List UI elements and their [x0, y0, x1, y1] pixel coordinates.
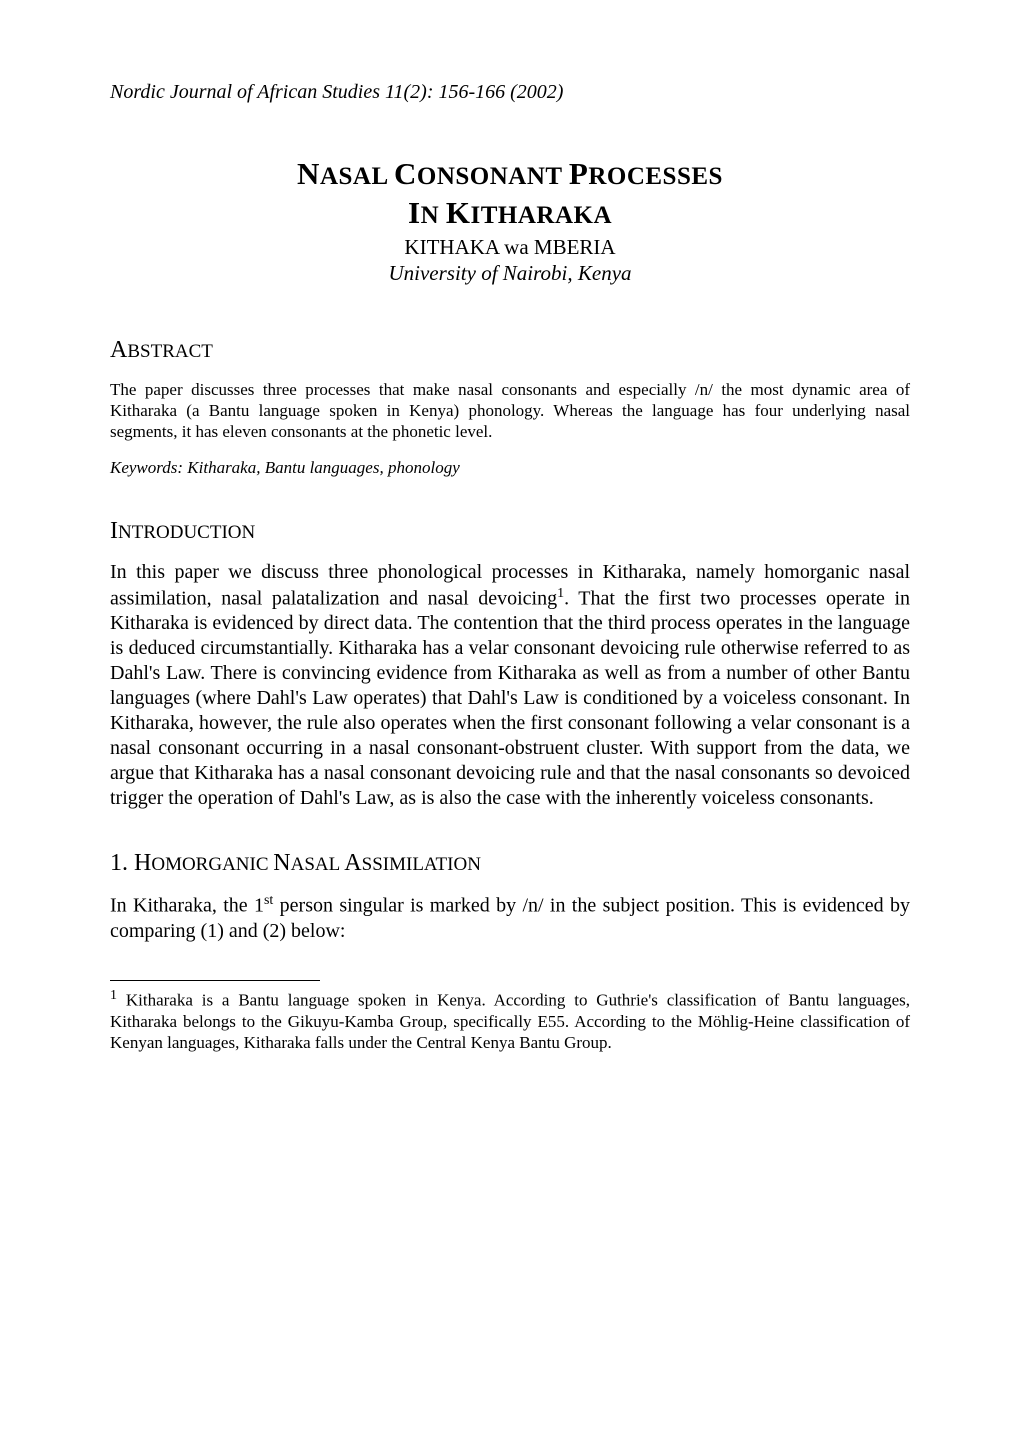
- title-text: ROCESSES: [588, 163, 723, 190]
- abstract-paragraph: The paper discusses three processes that…: [110, 379, 910, 443]
- title-cap: I: [408, 195, 421, 230]
- title-cap: P: [569, 156, 588, 191]
- introduction-heading: INTRODUCTION: [110, 517, 910, 546]
- author-affiliation: University of Nairobi, Kenya: [110, 261, 910, 286]
- section-1-paragraph: In Kitharaka, the 1st person singular is…: [110, 892, 910, 944]
- title-text: ASAL: [320, 163, 394, 190]
- title-text: N: [421, 202, 446, 229]
- footnote-marker: 1: [110, 988, 117, 1003]
- introduction-paragraph: In this paper we discuss three phonologi…: [110, 560, 910, 812]
- title-block: NASAL CONSONANT PROCESSES IN KITHARAKA K…: [110, 154, 910, 286]
- footnote-separator: [110, 980, 320, 981]
- keywords-values: Kitharaka, Bantu languages, phonology: [187, 458, 459, 477]
- heading-text: BSTRACT: [127, 341, 213, 362]
- abstract-heading: ABSTRACT: [110, 336, 910, 365]
- footnote-1: 1 Kitharaka is a Bantu language spoken i…: [110, 987, 910, 1053]
- heading-cap: A: [344, 850, 361, 876]
- heading-text: OMORGANIC: [151, 854, 273, 875]
- footnote-body: Kitharaka is a Bantu language spoken in …: [110, 990, 910, 1052]
- heading-cap: N: [273, 850, 290, 876]
- keywords-label: Keywords:: [110, 458, 187, 477]
- ordinal-superscript: st: [264, 893, 273, 908]
- section-1-heading: 1. HOMORGANIC NASAL ASSIMILATION: [110, 849, 910, 878]
- heading-cap: H: [134, 850, 151, 876]
- section-number: 1.: [110, 850, 134, 876]
- title-text: ONSONANT: [417, 163, 569, 190]
- para-text: . That the first two processes operate i…: [110, 587, 910, 809]
- title-cap: C: [394, 156, 417, 191]
- heading-text: ASAL: [291, 854, 345, 875]
- paper-title-line1: NASAL CONSONANT PROCESSES: [110, 154, 910, 194]
- title-cap: N: [297, 156, 320, 191]
- heading-text: NTRODUCTION: [118, 522, 255, 543]
- author-name: KITHAKA wa MBERIA: [110, 235, 910, 260]
- heading-text: SSIMILATION: [362, 854, 481, 875]
- keywords-line: Keywords: Kitharaka, Bantu languages, ph…: [110, 458, 910, 478]
- journal-header: Nordic Journal of African Studies 11(2):…: [110, 80, 910, 104]
- paper-title-line2: IN KITHARAKA: [110, 194, 910, 231]
- title-cap: K: [446, 195, 471, 230]
- heading-cap: A: [110, 337, 127, 363]
- title-text: ITHARAKA: [471, 202, 613, 229]
- para-text: In Kitharaka, the 1: [110, 895, 264, 917]
- heading-cap: I: [110, 518, 118, 544]
